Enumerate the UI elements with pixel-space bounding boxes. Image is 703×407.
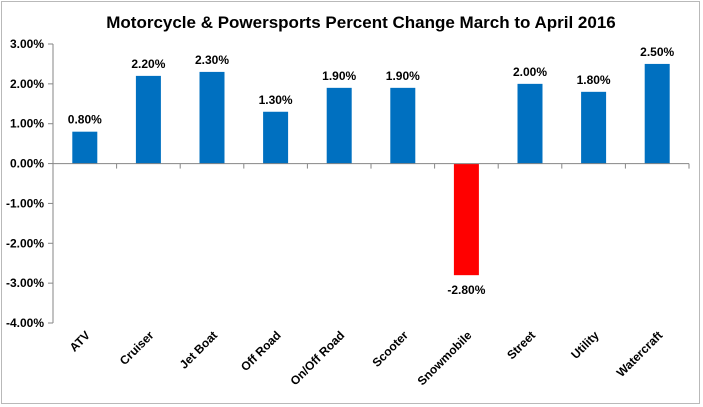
data-label: -2.80% xyxy=(447,283,485,297)
bar-cruiser xyxy=(135,75,161,164)
bars-group xyxy=(72,63,670,276)
x-tick-label: Watercraft xyxy=(614,328,666,380)
x-tick-label: Jet Boat xyxy=(177,328,220,371)
bar-utility xyxy=(581,91,607,164)
y-tick-label: -1.00% xyxy=(6,196,44,210)
y-tick-label: -4.00% xyxy=(6,316,44,330)
y-tick-label: 2.00% xyxy=(10,77,44,91)
axes-group xyxy=(52,44,690,323)
data-labels-group: 0.80% 2.20% 2.30% 1.30% 1.90% 1.90% -2.80% 2.00… xyxy=(68,45,675,297)
data-label: 1.90% xyxy=(322,69,356,83)
x-tick-label: Snowmobile xyxy=(415,328,475,388)
x-axis-labels: ATV Cruiser Jet Boat Off Road On/Off Road Sco… xyxy=(67,328,666,388)
data-label: 2.20% xyxy=(131,57,165,71)
y-tick-label: -2.00% xyxy=(6,236,44,250)
y-tick-label: 0.00% xyxy=(10,157,44,171)
x-tick-label: Utility xyxy=(568,328,602,362)
x-tick-label: Off Road xyxy=(238,328,284,374)
data-label: 1.90% xyxy=(386,69,420,83)
bar-atv xyxy=(72,131,98,164)
chart-title: Motorcycle & Powersports Percent Change … xyxy=(106,13,616,32)
x-tick-label: Street xyxy=(504,328,538,362)
data-label: 2.30% xyxy=(195,53,229,67)
y-tick-label: -3.00% xyxy=(6,276,44,290)
y-tick-label: 3.00% xyxy=(10,37,44,51)
bar-off-road xyxy=(263,111,289,164)
bar-watercraft xyxy=(644,63,670,164)
x-tick-label: ATV xyxy=(67,328,93,354)
data-label: 1.30% xyxy=(259,93,293,107)
x-tick-label: Cruiser xyxy=(117,328,157,368)
bar-scooter xyxy=(390,87,416,164)
data-label: 1.80% xyxy=(577,73,611,87)
data-label: 2.50% xyxy=(640,45,674,59)
data-label: 0.80% xyxy=(68,113,102,127)
bar-jet-boat xyxy=(199,71,225,164)
data-label: 2.00% xyxy=(513,65,547,79)
y-axis-ticks: 3.00% 2.00% 1.00% 0.00% -1.00% -2.00% -3.00% -4… xyxy=(6,37,53,330)
y-tick-label: 1.00% xyxy=(10,117,44,131)
bar-street xyxy=(517,83,543,164)
x-tick-label: Scooter xyxy=(369,328,411,370)
x-tick-label: On/Off Road xyxy=(287,328,347,388)
bar-on-off-road xyxy=(326,87,352,164)
bar-snowmobile xyxy=(453,163,479,276)
